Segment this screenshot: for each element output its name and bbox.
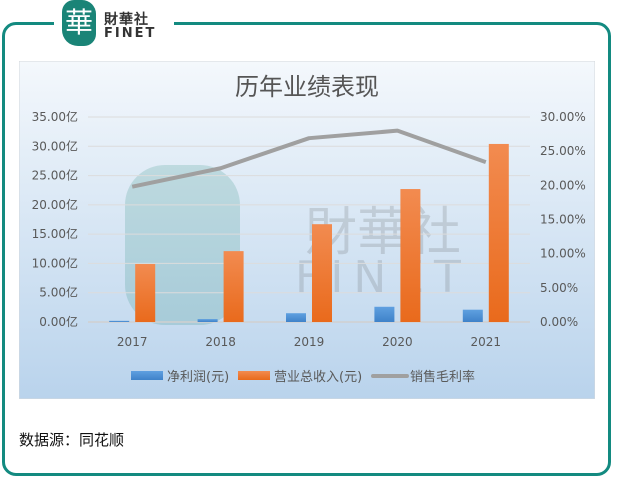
x-tick-label: 2021 <box>471 335 502 349</box>
chart-title: 历年业绩表现 <box>235 73 379 101</box>
y-right-tick-label: 25.00% <box>540 144 586 158</box>
y-left-tick-label: 25.00亿 <box>32 168 78 183</box>
legend: 净利润(元) 营业总收入(元) 销售毛利率 <box>131 369 475 385</box>
legend-label-net-profit: 净利润(元) <box>167 370 229 385</box>
y-right-tick-label: 5.00% <box>540 281 578 295</box>
y-right-tick-label: 15.00% <box>540 213 586 227</box>
legend-swatch-net-profit <box>131 371 163 380</box>
logo-mark: 華 <box>62 0 96 46</box>
y-left-tick-label: 10.00亿 <box>32 255 78 270</box>
data-source: 数据源：同花顺 <box>19 431 125 449</box>
bar-net-profit <box>286 313 306 322</box>
legend-swatch-revenue <box>238 371 270 380</box>
bar-revenue <box>400 189 421 322</box>
legend-label-revenue: 营业总收入(元) <box>274 370 362 385</box>
y-left-tick-label: 5.00亿 <box>39 285 78 300</box>
bar-revenue <box>135 264 156 322</box>
bar-net-profit <box>197 319 218 322</box>
legend-label-gross-margin: 销售毛利率 <box>410 369 475 385</box>
bar-revenue <box>312 224 332 322</box>
y-left-tick-label: 20.00亿 <box>32 197 78 212</box>
bar-revenue <box>223 251 244 322</box>
y-right-tick-label: 30.00% <box>540 110 586 124</box>
x-tick-label: 2019 <box>294 335 325 349</box>
logo-cn: 財華社 <box>104 12 149 28</box>
card-frame <box>2 22 611 476</box>
y-left-tick-label: 15.00亿 <box>32 226 78 241</box>
bar-net-profit <box>374 306 395 322</box>
y-left-tick-label: 30.00亿 <box>32 138 78 153</box>
y-left-tick-label: 0.00亿 <box>39 314 78 329</box>
x-tick-label: 2020 <box>382 335 413 349</box>
x-tick-label: 2017 <box>117 335 148 349</box>
y-left-tick-label: 35.00亿 <box>32 109 78 124</box>
bar-net-profit <box>462 309 483 322</box>
bar-revenue <box>488 143 509 322</box>
finet-logo: 華 財華社 FINET <box>54 0 174 46</box>
bar-net-profit <box>109 320 130 322</box>
y-right-tick-label: 20.00% <box>540 178 586 192</box>
chart: 历年业绩表现 財華社 FINET 0.00亿5.00亿10.00亿15.00亿2… <box>19 61 595 399</box>
y-right-tick-label: 0.00% <box>540 315 578 329</box>
x-tick-label: 2018 <box>205 335 236 349</box>
logo-en: FINET <box>104 26 157 41</box>
y-right-tick-label: 10.00% <box>540 247 586 261</box>
